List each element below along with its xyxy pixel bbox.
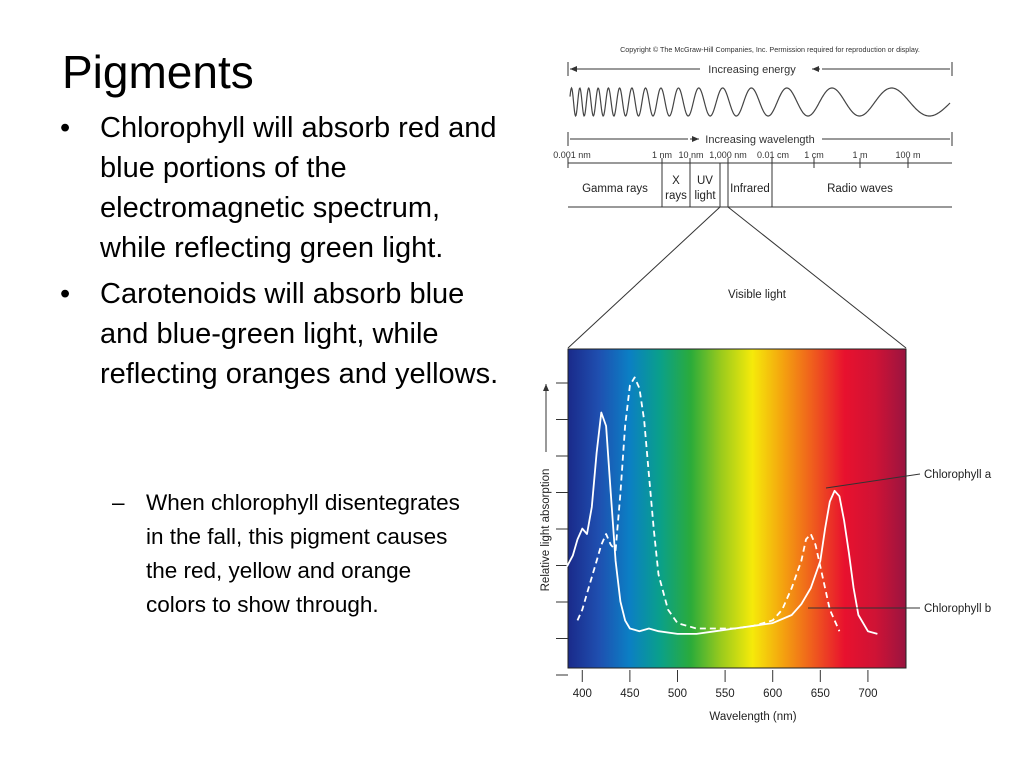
x-tick-label: 600 bbox=[763, 688, 782, 700]
region-uv-1: UV bbox=[697, 175, 713, 187]
scale-tick-label: 1 m bbox=[852, 150, 867, 160]
scale-tick-label: 1 nm bbox=[652, 150, 672, 160]
scale-tick-label: 1 cm bbox=[804, 150, 824, 160]
x-axis: 400 450 500 550 600 650 700 bbox=[573, 670, 878, 700]
zoom-lines: Visible light bbox=[567, 206, 907, 349]
bullet-marker: • bbox=[60, 278, 71, 310]
region-radio: Radio waves bbox=[827, 183, 893, 195]
bullet-text: Carotenoids will absorb blue and blue-gr… bbox=[100, 278, 499, 390]
region-xrays-2: rays bbox=[665, 190, 687, 202]
bullet-marker: • bbox=[60, 112, 71, 144]
slide-title: Pigments bbox=[62, 46, 254, 98]
copyright-text: Copyright © The McGraw-Hill Companies, I… bbox=[620, 45, 920, 54]
chlorophyll-b-curve bbox=[576, 376, 841, 632]
sub-bullet-marker: – bbox=[112, 490, 125, 515]
scale-tick-label: 0.001 nm bbox=[553, 150, 591, 160]
scale-tick-label: 100 m bbox=[895, 150, 920, 160]
energy-label: Increasing energy bbox=[708, 64, 796, 76]
legend-chlorophyll-b: Chlorophyll b bbox=[924, 603, 991, 615]
y-axis: Relative light absorption bbox=[540, 382, 568, 676]
scale-tick-label: 0.01 cm bbox=[757, 150, 789, 160]
x-tick-label: 650 bbox=[811, 688, 830, 700]
energy-arrow: Increasing energy bbox=[567, 62, 953, 76]
wavelength-label: Increasing wavelength bbox=[705, 134, 814, 146]
bullet-item: • Carotenoids will absorb blue and blue-… bbox=[60, 274, 500, 394]
sub-bullet-list: – When chlorophyll disentegrates in the … bbox=[112, 486, 472, 622]
wave-graphic bbox=[569, 86, 951, 117]
wavelength-arrow: Increasing wavelength bbox=[567, 132, 953, 146]
region-gamma: Gamma rays bbox=[582, 183, 648, 195]
scale-tick-label: 10 nm bbox=[678, 150, 703, 160]
x-tick-label: 450 bbox=[620, 688, 639, 700]
sub-bullet-item: – When chlorophyll disentegrates in the … bbox=[112, 486, 472, 622]
sub-bullet-text: When chlorophyll disentegrates in the fa… bbox=[146, 490, 460, 617]
bullet-list: • Chlorophyll will absorb red and blue p… bbox=[60, 108, 500, 400]
x-axis-label: Wavelength (nm) bbox=[709, 711, 796, 723]
x-tick-label: 500 bbox=[668, 688, 687, 700]
bullet-item: • Chlorophyll will absorb red and blue p… bbox=[60, 108, 500, 268]
x-tick-label: 550 bbox=[716, 688, 735, 700]
region-infrared: Infrared bbox=[730, 183, 770, 195]
region-uv-2: light bbox=[694, 190, 716, 202]
legend-chlorophyll-a: Chlorophyll a bbox=[924, 469, 992, 481]
scale-tick-label: 1,000 nm bbox=[709, 150, 747, 160]
y-axis-label: Relative light absorption bbox=[540, 469, 552, 592]
bullet-text: Chlorophyll will absorb red and blue por… bbox=[100, 112, 497, 264]
legend: Chlorophyll a Chlorophyll b bbox=[808, 469, 992, 615]
wavelength-scale: 0.001 nm 1 nm 10 nm 1,000 nm 0.01 cm 1 c… bbox=[553, 150, 952, 168]
chlorophyll-a-curve bbox=[566, 411, 878, 635]
absorption-curves bbox=[566, 376, 878, 635]
visible-light-label: Visible light bbox=[728, 289, 787, 301]
spectrum-regions: Gamma rays X rays UV light Infrared Radi… bbox=[568, 163, 952, 208]
x-tick-label: 400 bbox=[573, 688, 592, 700]
region-xrays-1: X bbox=[672, 175, 680, 187]
x-tick-label: 700 bbox=[858, 688, 877, 700]
